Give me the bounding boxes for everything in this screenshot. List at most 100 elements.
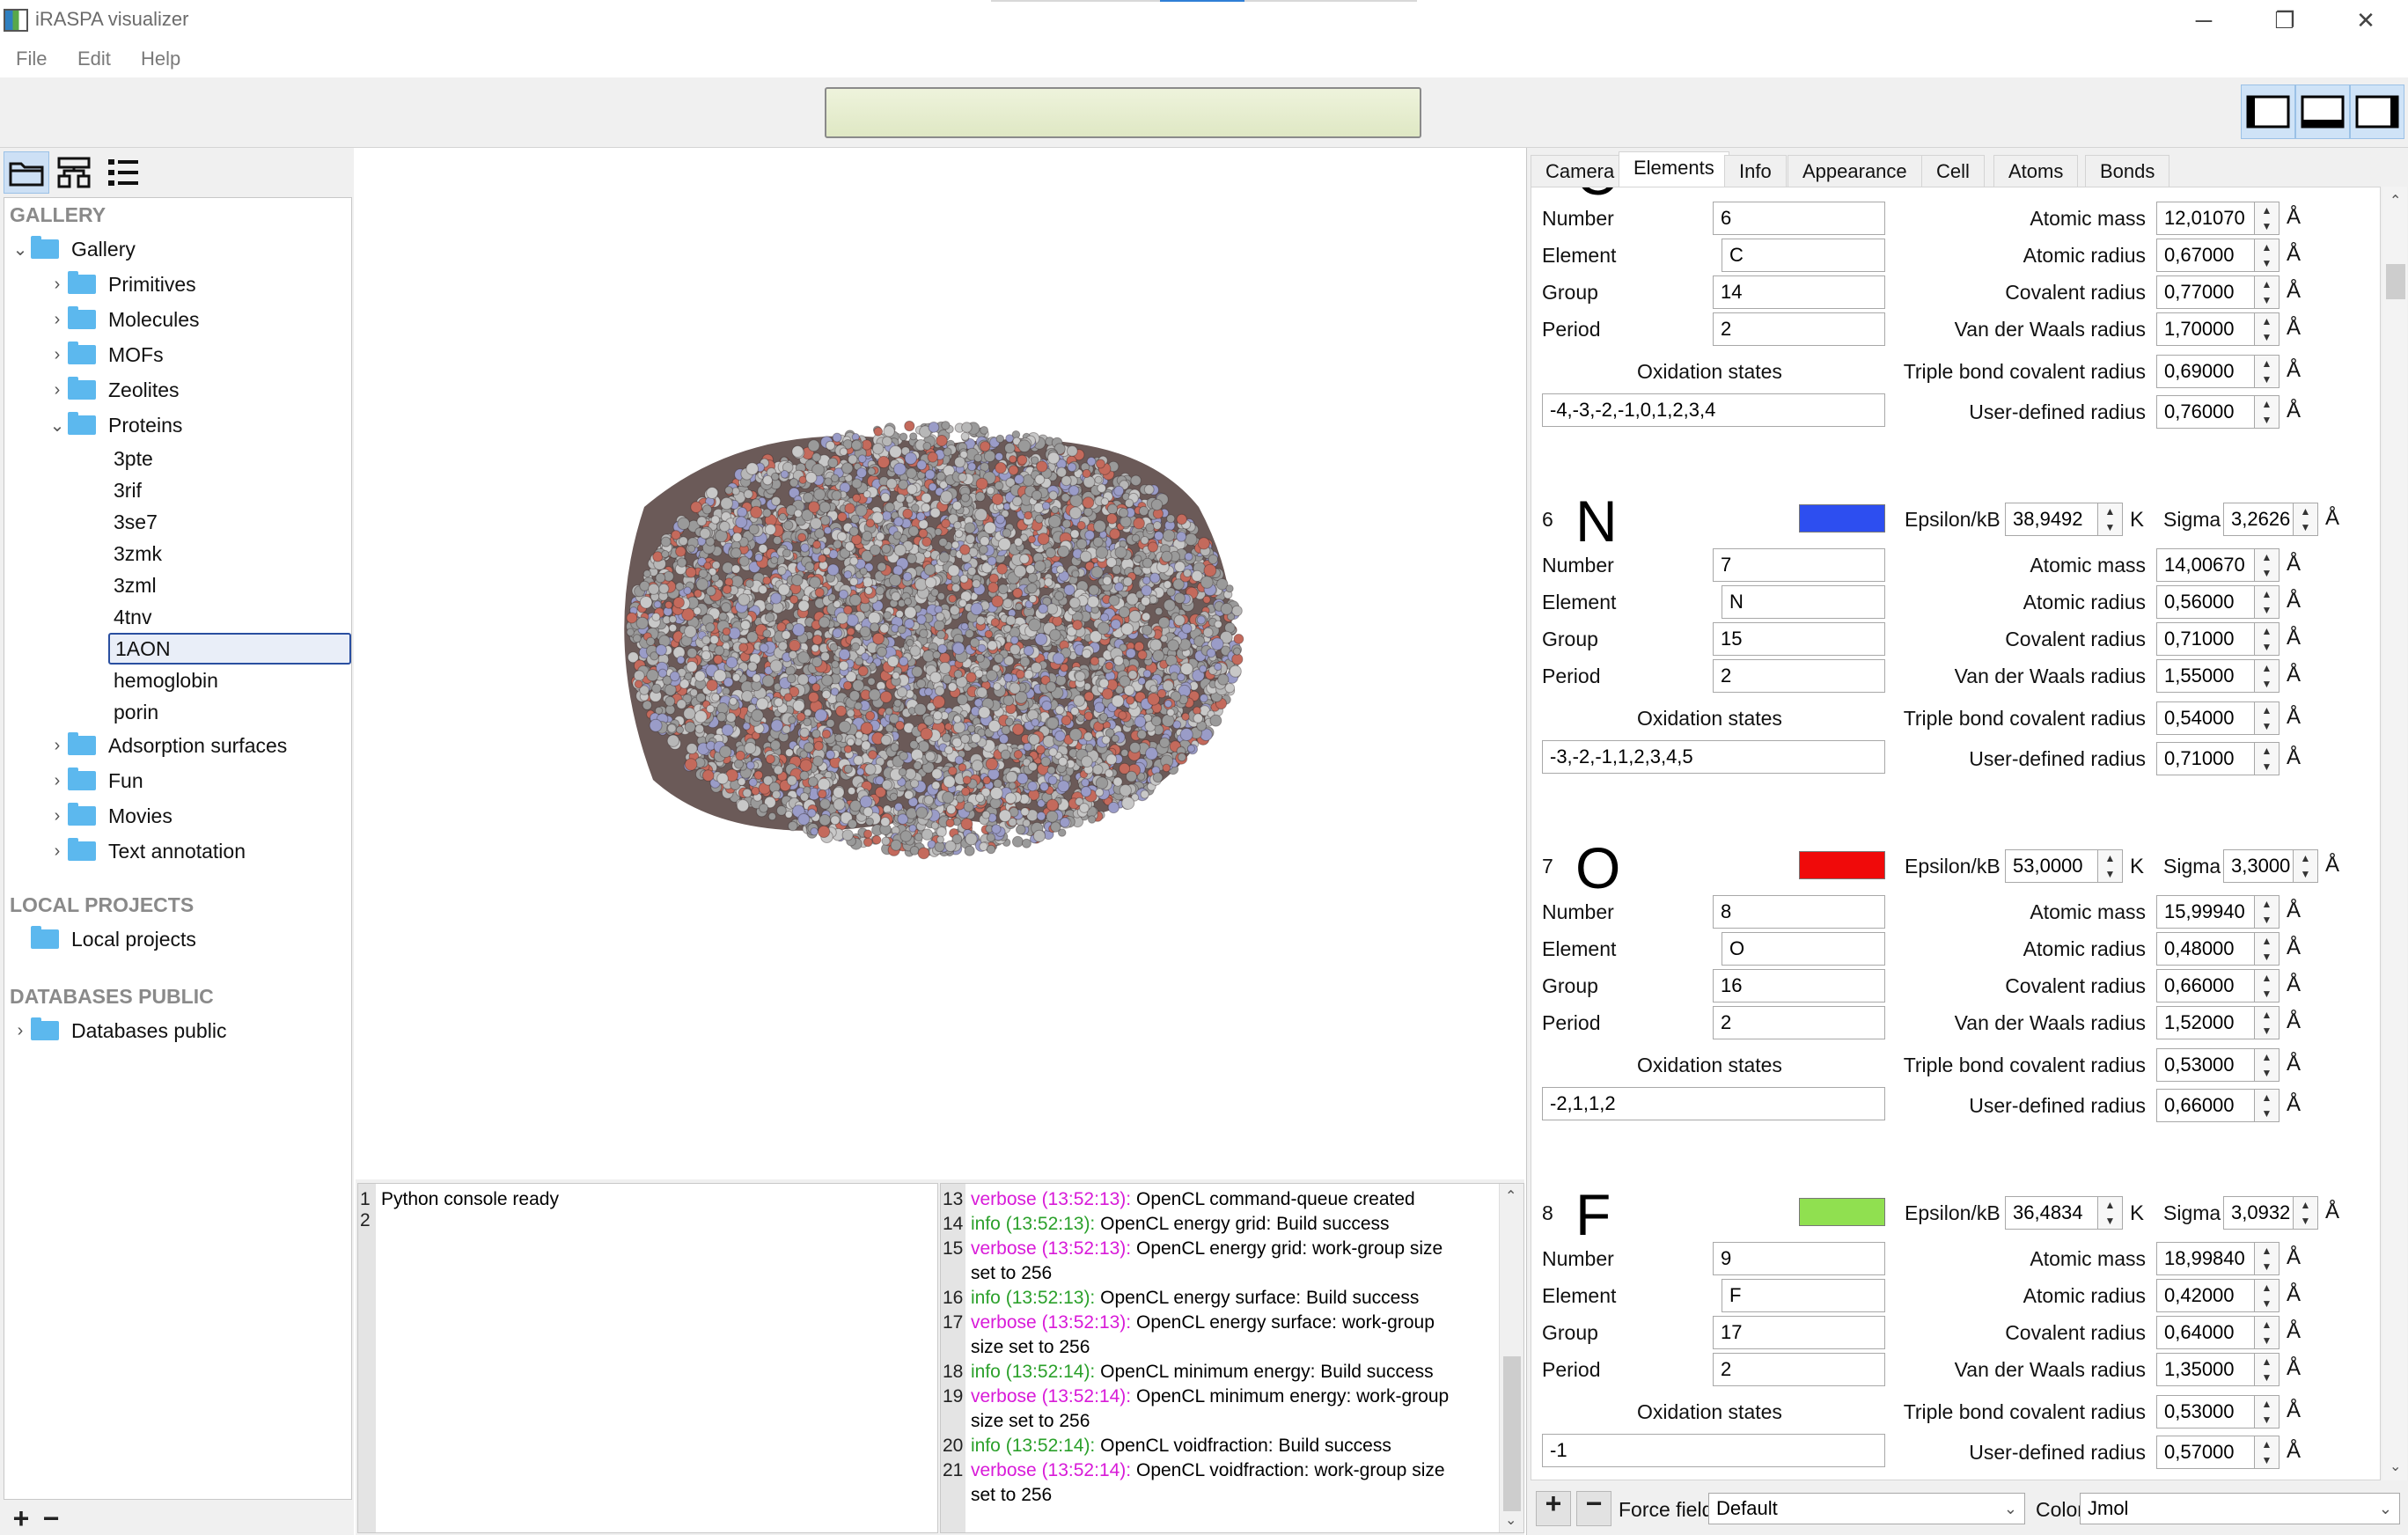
period-input[interactable]: 2	[1713, 659, 1885, 693]
covalent-radius-input[interactable]: 0,66000	[2156, 969, 2255, 1003]
tab-bonds[interactable]: Bonds	[2085, 155, 2170, 187]
atomic-mass-input[interactable]: 14,00670	[2156, 548, 2255, 582]
inspector-scrollbar[interactable]: ⌃ ⌄	[2382, 187, 2407, 1480]
add-button[interactable]: +	[12, 1502, 30, 1534]
tree-item-local-projects[interactable]: Local projects	[10, 923, 196, 955]
tree-leaf-4tnv[interactable]: 4tnv	[114, 605, 152, 628]
element-color-swatch[interactable]	[1799, 1198, 1885, 1226]
toggle-bottom-panel-button[interactable]	[2295, 84, 2350, 139]
vdw-radius-stepper[interactable]: ▲ ▼	[2255, 1006, 2280, 1039]
chevron-right-icon[interactable]: ›	[54, 344, 61, 364]
sigma-input[interactable]: 3,2626	[2223, 503, 2294, 536]
tree-item-fun[interactable]: › Fun	[47, 765, 143, 797]
atomic-mass-input[interactable]: 18,99840	[2156, 1242, 2255, 1275]
vdw-radius-stepper[interactable]: ▲ ▼	[2255, 1353, 2280, 1386]
number-input[interactable]: 7	[1713, 548, 1885, 582]
tree-item-adsorption-surfaces[interactable]: › Adsorption surfaces	[47, 730, 287, 761]
user-defined-radius-input[interactable]: 0,66000	[2156, 1089, 2255, 1122]
oxidation-states-input[interactable]: -4,-3,-2,-1,0,1,2,3,4	[1542, 393, 1885, 427]
user-defined-radius-input[interactable]: 0,71000	[2156, 742, 2255, 775]
atomic-radius-stepper[interactable]: ▲ ▼	[2255, 239, 2280, 272]
group-input[interactable]: 16	[1713, 969, 1885, 1003]
user-defined-radius-stepper[interactable]: ▲ ▼	[2255, 1436, 2280, 1469]
vdw-radius-input[interactable]: 1,52000	[2156, 1006, 2255, 1039]
atomic-radius-input[interactable]: 0,48000	[2156, 932, 2255, 966]
vdw-radius-input[interactable]: 1,70000	[2156, 312, 2255, 346]
project-tab[interactable]	[4, 151, 49, 194]
chevron-down-icon[interactable]: ⌄	[49, 415, 65, 436]
chevron-right-icon[interactable]: ›	[17, 1020, 24, 1040]
forcefield-select[interactable]: Default ⌄	[1708, 1493, 2025, 1524]
group-input[interactable]: 15	[1713, 622, 1885, 656]
triple-bond-radius-stepper[interactable]: ▲ ▼	[2255, 355, 2280, 388]
list-tab[interactable]	[100, 151, 146, 194]
covalent-radius-input[interactable]: 0,71000	[2156, 622, 2255, 656]
atomic-mass-input[interactable]: 15,99940	[2156, 895, 2255, 929]
tree-item-databases-public[interactable]: › Databases public	[10, 1015, 226, 1047]
atomic-mass-stepper[interactable]: ▲ ▼	[2255, 1242, 2280, 1275]
user-defined-radius-input[interactable]: 0,57000	[2156, 1436, 2255, 1469]
sigma-stepper[interactable]: ▲ ▼	[2294, 849, 2318, 883]
covalent-radius-stepper[interactable]: ▲ ▼	[2255, 1316, 2280, 1349]
triple-bond-radius-input[interactable]: 0,53000	[2156, 1395, 2255, 1429]
scroll-thumb[interactable]	[2386, 264, 2405, 299]
epsilon-stepper[interactable]: ▲ ▼	[2098, 849, 2123, 883]
epsilon-input[interactable]: 38,9492	[2005, 503, 2098, 536]
epsilon-stepper[interactable]: ▲ ▼	[2098, 1196, 2123, 1230]
protein-render[interactable]	[356, 148, 1524, 1179]
atomic-radius-stepper[interactable]: ▲ ▼	[2255, 932, 2280, 966]
tree-item-movies[interactable]: › Movies	[47, 800, 173, 832]
tree-item-molecules[interactable]: › Molecules	[47, 304, 200, 335]
tab-atoms[interactable]: Atoms	[1993, 155, 2079, 187]
scroll-up-icon[interactable]: ⌃	[2390, 194, 2402, 209]
scene-tab[interactable]	[51, 151, 97, 194]
epsilon-input[interactable]: 53,0000	[2005, 849, 2098, 883]
sigma-input[interactable]: 3,3000	[2223, 849, 2294, 883]
tree-item-text-annotation[interactable]: › Text annotation	[47, 835, 246, 867]
atomic-radius-input[interactable]: 0,56000	[2156, 585, 2255, 619]
number-input[interactable]: 8	[1713, 895, 1885, 929]
covalent-radius-stepper[interactable]: ▲ ▼	[2255, 969, 2280, 1003]
menu-edit[interactable]: Edit	[77, 48, 111, 70]
chevron-right-icon[interactable]: ›	[54, 770, 61, 790]
number-input[interactable]: 6	[1713, 202, 1885, 235]
vdw-radius-input[interactable]: 1,35000	[2156, 1353, 2255, 1386]
element-input[interactable]: O	[1722, 932, 1885, 966]
element-input[interactable]: F	[1722, 1279, 1885, 1312]
triple-bond-radius-input[interactable]: 0,53000	[2156, 1048, 2255, 1082]
remove-button[interactable]: −	[42, 1502, 60, 1534]
period-input[interactable]: 2	[1713, 1006, 1885, 1039]
group-input[interactable]: 14	[1713, 275, 1885, 309]
tree-leaf-1aon-selected[interactable]: 1AON	[108, 633, 351, 665]
sigma-stepper[interactable]: ▲ ▼	[2294, 1196, 2318, 1230]
tab-camera[interactable]: Camera	[1531, 155, 1630, 187]
sigma-stepper[interactable]: ▲ ▼	[2294, 503, 2318, 536]
log-scrollbar[interactable]: ⌃ ⌄	[1499, 1184, 1523, 1532]
tree-leaf-3zml[interactable]: 3zml	[114, 573, 157, 597]
element-input[interactable]: N	[1722, 585, 1885, 619]
triple-bond-radius-stepper[interactable]: ▲ ▼	[2255, 1048, 2280, 1082]
period-input[interactable]: 2	[1713, 1353, 1885, 1386]
atomic-mass-stepper[interactable]: ▲ ▼	[2255, 895, 2280, 929]
tree-item-primitives[interactable]: › Primitives	[47, 268, 196, 300]
tab-info[interactable]: Info	[1724, 155, 1787, 187]
covalent-radius-input[interactable]: 0,77000	[2156, 275, 2255, 309]
vdw-radius-input[interactable]: 1,55000	[2156, 659, 2255, 693]
tab-cell[interactable]: Cell	[1921, 155, 1985, 187]
tab-elements[interactable]: Elements	[1619, 151, 1729, 187]
epsilon-stepper[interactable]: ▲ ▼	[2098, 503, 2123, 536]
tab-appearance[interactable]: Appearance	[1788, 155, 1922, 187]
covalent-radius-stepper[interactable]: ▲ ▼	[2255, 622, 2280, 656]
covalent-radius-stepper[interactable]: ▲ ▼	[2255, 275, 2280, 309]
toggle-right-panel-button[interactable]	[2350, 84, 2404, 139]
chevron-right-icon[interactable]: ›	[54, 805, 61, 826]
add-element-button[interactable]: +	[1536, 1489, 1571, 1526]
tree-leaf-porin[interactable]: porin	[114, 700, 159, 723]
tree-leaf-hemoglobin[interactable]: hemoglobin	[114, 668, 218, 692]
structure-viewport[interactable]	[356, 148, 1524, 1179]
oxidation-states-input[interactable]: -1	[1542, 1434, 1885, 1467]
tree-item-proteins[interactable]: ⌄ Proteins	[47, 409, 182, 441]
user-defined-radius-stepper[interactable]: ▲ ▼	[2255, 395, 2280, 429]
tree-leaf-3pte[interactable]: 3pte	[114, 446, 153, 470]
atomic-mass-stepper[interactable]: ▲ ▼	[2255, 202, 2280, 235]
